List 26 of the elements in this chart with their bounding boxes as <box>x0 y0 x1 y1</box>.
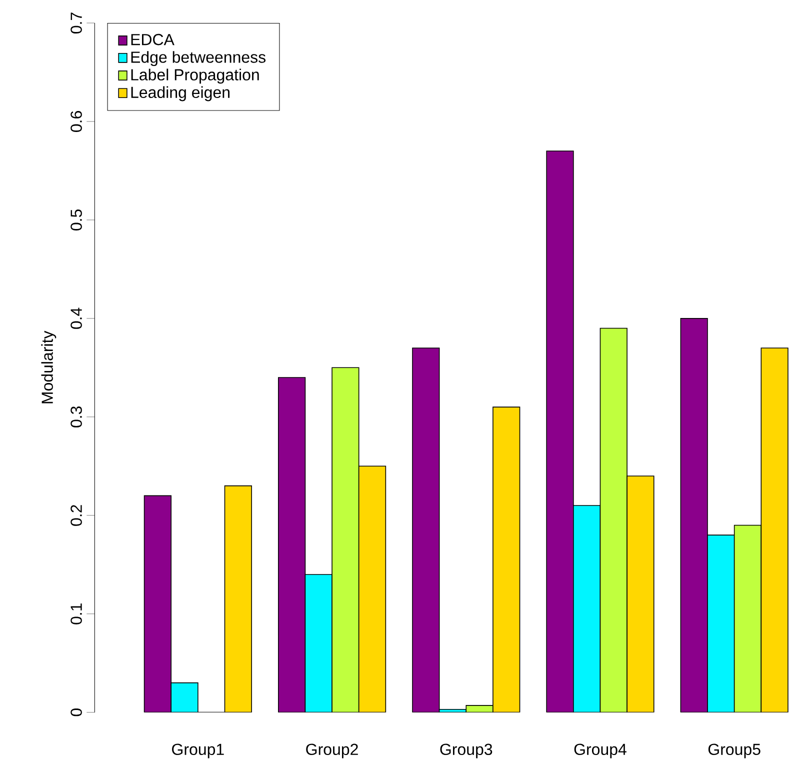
y-tick-label: 0.1 <box>70 604 82 624</box>
x-tick-label: Group2 <box>306 744 358 758</box>
x-tick-label: Group3 <box>440 744 492 758</box>
y-tick-label: 0.2 <box>70 505 82 526</box>
bar <box>492 406 520 712</box>
bar <box>358 466 386 712</box>
y-tick-label: 0.3 <box>70 406 82 428</box>
y-tick-label: 0.4 <box>70 308 82 329</box>
x-tick-label: Group5 <box>708 744 760 758</box>
bar <box>760 348 788 712</box>
legend-label: Label Propagation <box>131 68 259 84</box>
y-tick-label: 0.5 <box>70 210 82 230</box>
bar <box>224 485 252 712</box>
y-tick-label: 0 <box>70 708 82 716</box>
y-axis-title: Modularity <box>41 330 56 404</box>
legend-label: EDCA <box>131 34 174 46</box>
bar <box>332 367 360 712</box>
y-tick-label: 0.7 <box>70 12 82 34</box>
x-tick-label: Group4 <box>574 744 626 758</box>
bar <box>626 476 654 712</box>
y-tick-label: 0.6 <box>70 111 82 132</box>
legend-label: Edge betweenness <box>131 51 266 66</box>
legend-label: Leading eigen <box>131 86 230 102</box>
x-tick-label: Group1 <box>172 744 224 758</box>
bar <box>600 328 628 712</box>
bar <box>734 524 762 712</box>
